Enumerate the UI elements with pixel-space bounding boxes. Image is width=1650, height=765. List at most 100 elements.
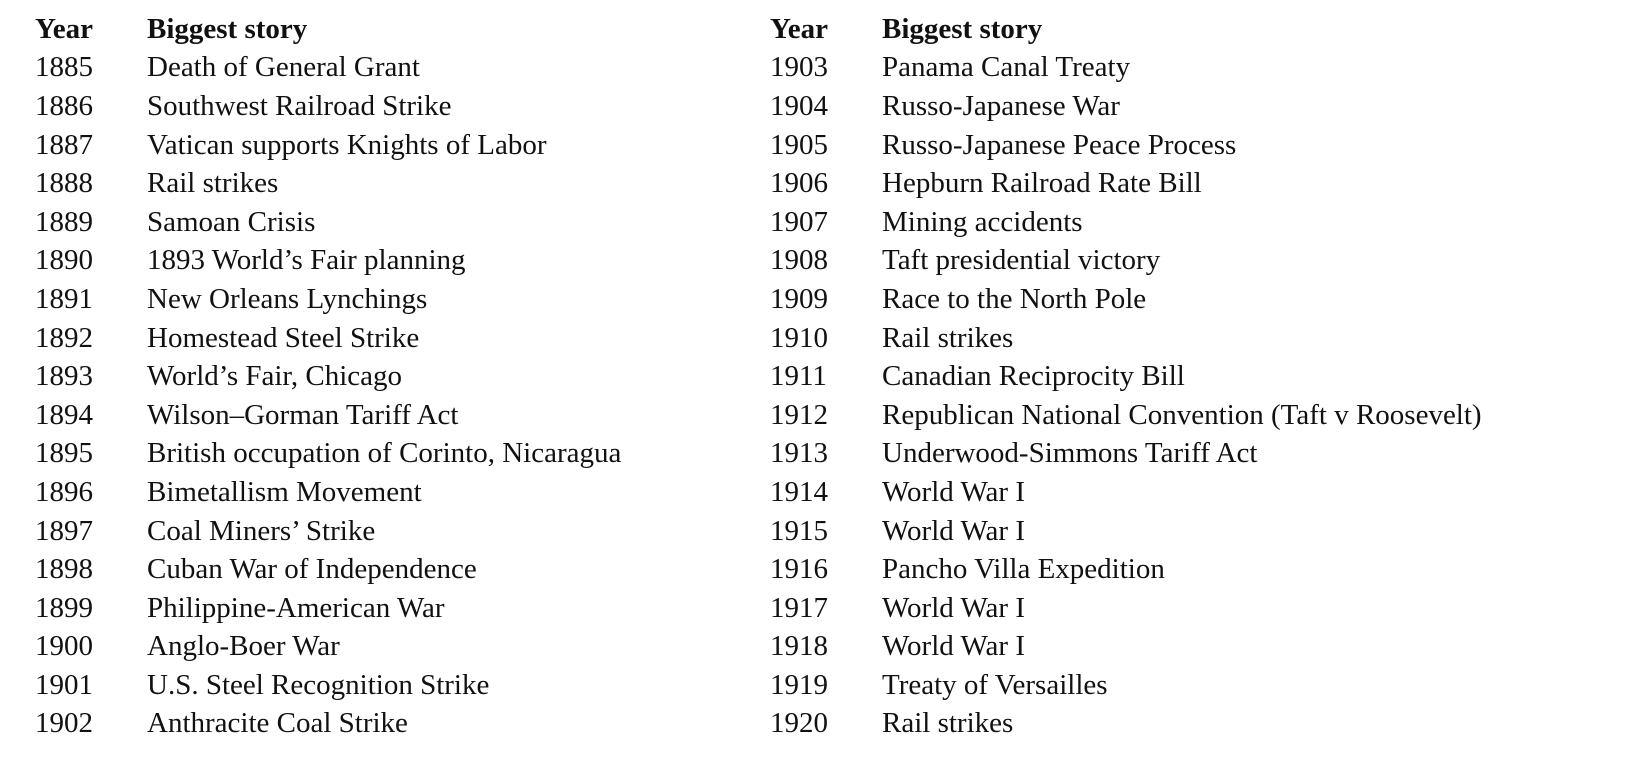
table-row: 1906 Hepburn Railroad Rate Bill <box>770 164 1482 203</box>
table-row: 1914 World War I <box>770 473 1482 512</box>
story-cell: Rail strikes <box>882 321 1014 354</box>
table-row: 1901 U.S. Steel Recognition Strike <box>35 666 621 705</box>
table-row: 1902 Anthracite Coal Strike <box>35 705 621 744</box>
year-cell: 1909 <box>770 282 828 315</box>
year-cell: 1895 <box>35 437 93 470</box>
story-cell: Anthracite Coal Strike <box>147 707 408 740</box>
table-row: 1920 Rail strikes <box>770 705 1482 744</box>
right-table: Year Biggest story 1903 Panama Canal Trea… <box>770 10 1482 743</box>
story-cell: Mining accidents <box>882 205 1083 238</box>
year-cell: 1896 <box>35 475 93 508</box>
table-row: 1899 Philippine-American War <box>35 589 621 628</box>
table-row: 1908 Taft presidential victory <box>770 242 1482 281</box>
table-row: 1900 Anglo-Boer War <box>35 628 621 667</box>
year-cell: 1905 <box>770 128 828 161</box>
story-cell: Vatican supports Knights of Labor <box>147 128 547 161</box>
table-row: 1904 Russo-Japanese War <box>770 87 1482 126</box>
table-row: 1888 Rail strikes <box>35 164 621 203</box>
year-cell: 1885 <box>35 51 93 84</box>
story-cell: World’s Fair, Chicago <box>147 360 403 393</box>
year-cell: 1913 <box>770 437 828 470</box>
year-cell: 1908 <box>770 244 828 277</box>
table-row: 1903 Panama Canal Treaty <box>770 49 1482 88</box>
table-row: 1893 World’s Fair, Chicago <box>35 357 621 396</box>
story-cell: Panama Canal Treaty <box>882 51 1131 84</box>
left-table-body: 1885 Death of General Grant 1886 Southwest … <box>35 49 621 744</box>
year-cell: 1903 <box>770 51 828 84</box>
story-cell: Russo-Japanese Peace Process <box>882 128 1237 161</box>
table-row: 1909 Race to the North Pole <box>770 280 1482 319</box>
story-cell: Southwest Railroad Strike <box>147 89 452 122</box>
table-row: 1913 Underwood-Simmons Tariff Act <box>770 435 1482 474</box>
table-row: 1912 Republican National Convention (Taft… <box>770 396 1482 435</box>
year-cell: 1906 <box>770 167 828 200</box>
table-row: 1915 World War I <box>770 512 1482 551</box>
table-header: Year Biggest story <box>35 10 621 49</box>
year-cell: 1901 <box>35 668 93 701</box>
story-cell: Taft presidential victory <box>882 244 1161 277</box>
table-row: 1891 New Orleans Lynchings <box>35 280 621 319</box>
story-cell: World War I <box>882 630 1025 663</box>
story-cell: Race to the North Pole <box>882 282 1147 315</box>
year-cell: 1887 <box>35 128 93 161</box>
story-cell: Anglo-Boer War <box>147 630 340 663</box>
year-header: Year <box>770 12 828 45</box>
story-cell: World War I <box>882 475 1025 508</box>
story-cell: Wilson–Gorman Tariff Act <box>147 398 459 431</box>
story-header: Biggest story <box>882 12 1043 45</box>
story-cell: Cuban War of Independence <box>147 553 477 586</box>
year-cell: 1894 <box>35 398 93 431</box>
year-cell: 1898 <box>35 553 93 586</box>
story-cell: Canadian Reciprocity Bill <box>882 360 1185 393</box>
story-cell: New Orleans Lynchings <box>147 282 428 315</box>
story-cell: Pancho Villa Expedition <box>882 553 1165 586</box>
left-table: Year Biggest story 1885 Death of General … <box>35 10 621 743</box>
table-row: 1897 Coal Miners’ Strike <box>35 512 621 551</box>
story-cell: Rail strikes <box>147 167 279 200</box>
table-row: 1885 Death of General Grant <box>35 49 621 88</box>
story-cell: Underwood-Simmons Tariff Act <box>882 437 1258 470</box>
table-row: 1910 Rail strikes <box>770 319 1482 358</box>
year-cell: 1910 <box>770 321 828 354</box>
table-row: 1889 Samoan Crisis <box>35 203 621 242</box>
year-cell: 1892 <box>35 321 93 354</box>
year-cell: 1899 <box>35 591 93 624</box>
year-cell: 1889 <box>35 205 93 238</box>
table-row: 1896 Bimetallism Movement <box>35 473 621 512</box>
story-cell: World War I <box>882 514 1025 547</box>
year-header: Year <box>35 12 93 45</box>
right-table-body: 1903 Panama Canal Treaty 1904 Russo-Japanes… <box>770 49 1482 744</box>
year-cell: 1902 <box>35 707 93 740</box>
table-row: 1894 Wilson–Gorman Tariff Act <box>35 396 621 435</box>
table-row: 1907 Mining accidents <box>770 203 1482 242</box>
story-cell: Republican National Convention (Taft v R… <box>882 398 1482 431</box>
year-cell: 1911 <box>770 360 827 393</box>
year-cell: 1912 <box>770 398 828 431</box>
table-row: 1898 Cuban War of Independence <box>35 550 621 589</box>
year-cell: 1915 <box>770 514 828 547</box>
story-cell: Homestead Steel Strike <box>147 321 420 354</box>
story-cell: Coal Miners’ Strike <box>147 514 376 547</box>
story-cell: British occupation of Corinto, Nicaragua <box>147 437 622 470</box>
story-cell: 1893 World’s Fair planning <box>147 244 466 277</box>
year-cell: 1916 <box>770 553 828 586</box>
story-cell: U.S. Steel Recognition Strike <box>147 668 490 701</box>
story-cell: World War I <box>882 591 1025 624</box>
year-cell: 1888 <box>35 167 93 200</box>
year-cell: 1890 <box>35 244 93 277</box>
table-row: 1892 Homestead Steel Strike <box>35 319 621 358</box>
story-cell: Death of General Grant <box>147 51 420 84</box>
table-row: 1919 Treaty of Versailles <box>770 666 1482 705</box>
year-cell: 1918 <box>770 630 828 663</box>
table-row: 1887 Vatican supports Knights of Labor <box>35 126 621 165</box>
story-cell: Samoan Crisis <box>147 205 316 238</box>
table-row: 1918 World War I <box>770 628 1482 667</box>
year-cell: 1919 <box>770 668 828 701</box>
year-cell: 1907 <box>770 205 828 238</box>
year-cell: 1914 <box>770 475 828 508</box>
year-cell: 1897 <box>35 514 93 547</box>
table-row: 1905 Russo-Japanese Peace Process <box>770 126 1482 165</box>
year-cell: 1917 <box>770 591 828 624</box>
year-cell: 1886 <box>35 89 93 122</box>
table-row: 1890 1893 World’s Fair planning <box>35 242 621 281</box>
